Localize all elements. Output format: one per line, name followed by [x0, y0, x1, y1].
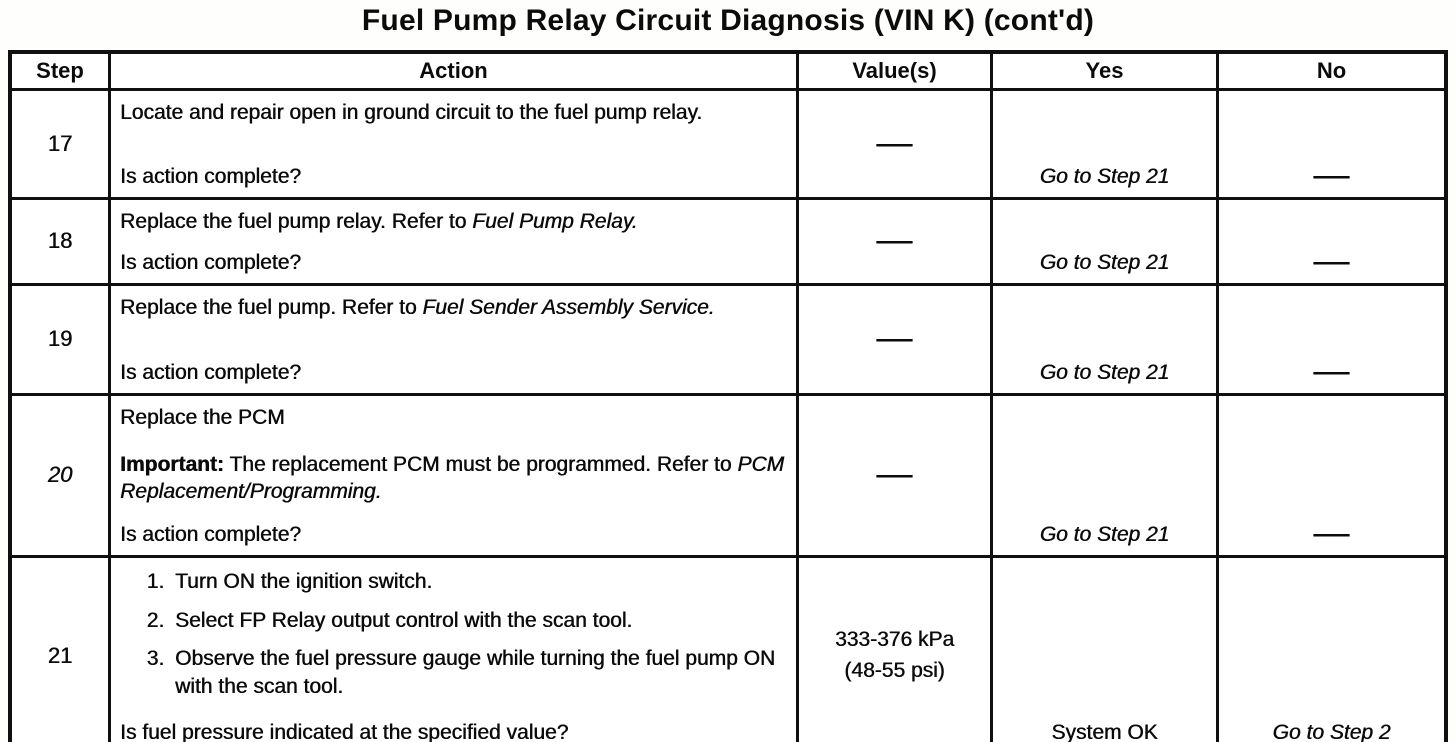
action-important-note: Important: The replacement PCM must be p… [120, 451, 784, 506]
value-line-psi: (48-55 psi) [844, 659, 945, 683]
no-dash: — [1313, 162, 1350, 190]
yes-cell: Go to Step 21 [993, 91, 1219, 197]
value-dash: — [876, 460, 913, 489]
value-cell: — [799, 395, 993, 555]
no-cell: — [1219, 200, 1444, 283]
action-cell: Turn ON the ignition switch. Select FP R… [111, 557, 799, 742]
no-dash: — [1313, 519, 1350, 548]
header-cell-yes: Yes [993, 54, 1219, 88]
table-row: 17 Locate and repair open in ground circ… [12, 91, 1444, 200]
action-question: Is action complete? [120, 522, 301, 546]
value-text: 333-376 kPa (48-55 psi) [835, 623, 954, 689]
action-text: Replace the fuel pump. Refer to Fuel Sen… [120, 294, 784, 322]
action-question: Is action complete? [120, 164, 301, 188]
action-text: Locate and repair open in ground circuit… [120, 101, 703, 124]
table-row: 21 Turn ON the ignition switch. Select F… [12, 557, 1444, 742]
reference-title: Fuel Pump Relay. [472, 210, 638, 233]
value-cell: 333-376 kPa (48-55 psi) [799, 557, 993, 742]
step-number: 19 [12, 285, 111, 393]
table-header-row: Step Action Value(s) Yes No [12, 54, 1444, 91]
no-cell: — [1219, 396, 1444, 555]
list-item: Select FP Relay output control with the … [170, 607, 784, 635]
header-cell-values: Value(s) [799, 54, 993, 88]
table-row: 20 Replace the PCM Important: The replac… [12, 395, 1444, 558]
action-question: Is action complete? [120, 360, 301, 384]
step-number: 18 [12, 200, 111, 283]
header-cell-step: Step [12, 54, 111, 88]
step-number: 17 [12, 91, 111, 197]
action-text-plain: Replace the fuel pump relay. Refer to [120, 210, 473, 233]
action-cell: Locate and repair open in ground circuit… [111, 91, 799, 197]
no-cell: Go to Step 2 [1219, 558, 1444, 742]
yes-text: Go to Step 21 [1039, 165, 1170, 188]
diagnosis-table: Step Action Value(s) Yes No 17 Locate an… [8, 50, 1448, 742]
action-cell: Replace the fuel pump. Refer to Fuel Sen… [111, 285, 799, 393]
yes-text: Go to Step 21 [1039, 522, 1170, 546]
no-text: Go to Step 2 [1272, 721, 1391, 742]
value-dash: — [876, 129, 913, 158]
table-row: 19 Replace the fuel pump. Refer to Fuel … [12, 285, 1444, 396]
step-number: 20 [12, 395, 111, 555]
value-dash: — [876, 226, 913, 255]
no-dash: — [1313, 357, 1350, 386]
list-item: Observe the fuel pressure gauge while tu… [170, 645, 784, 700]
value-line-kpa: 333-376 kPa [834, 627, 955, 651]
action-text: Replace the fuel pump relay. Refer to Fu… [120, 208, 784, 236]
action-steps-list: Turn ON the ignition switch. Select FP R… [120, 568, 784, 712]
reference-title: PCM Replacement/Programming. [120, 452, 784, 504]
table-row: 18 Replace the fuel pump relay. Refer to… [12, 200, 1444, 286]
action-text: Replace the PCM [120, 405, 285, 429]
action-question: Is fuel pressure indicated at the specif… [120, 720, 569, 742]
step-number: 21 [12, 557, 111, 742]
header-cell-no: No [1316, 58, 1347, 83]
yes-cell: Go to Step 21 [993, 395, 1219, 555]
important-label: Important: [120, 452, 224, 476]
yes-cell: Go to Step 21 [993, 285, 1219, 393]
value-cell: — [799, 91, 993, 197]
action-cell: Replace the PCM Important: The replaceme… [111, 395, 799, 555]
value-cell: — [799, 285, 993, 393]
yes-text: System OK [1051, 721, 1158, 742]
yes-text: Go to Step 21 [1039, 250, 1170, 274]
header-cell-action: Action [111, 54, 799, 88]
value-dash: — [876, 324, 913, 353]
important-text: The replacement PCM must be programmed. … [223, 452, 738, 476]
action-text-plain: Replace the fuel pump. Refer to [120, 295, 423, 319]
no-cell: — [1219, 91, 1444, 197]
reference-title: Fuel Sender Assembly Service. [422, 295, 715, 319]
value-cell: — [799, 200, 993, 283]
action-cell: Replace the fuel pump relay. Refer to Fu… [111, 200, 799, 283]
action-question: Is action complete? [120, 250, 301, 274]
yes-cell: System OK [993, 557, 1219, 742]
yes-text: Go to Step 21 [1039, 360, 1170, 384]
no-cell: — [1219, 286, 1444, 393]
list-item: Turn ON the ignition switch. [170, 568, 784, 596]
no-dash: — [1313, 247, 1350, 276]
yes-cell: Go to Step 21 [993, 200, 1219, 283]
page-title: Fuel Pump Relay Circuit Diagnosis (VIN K… [361, 4, 1095, 37]
